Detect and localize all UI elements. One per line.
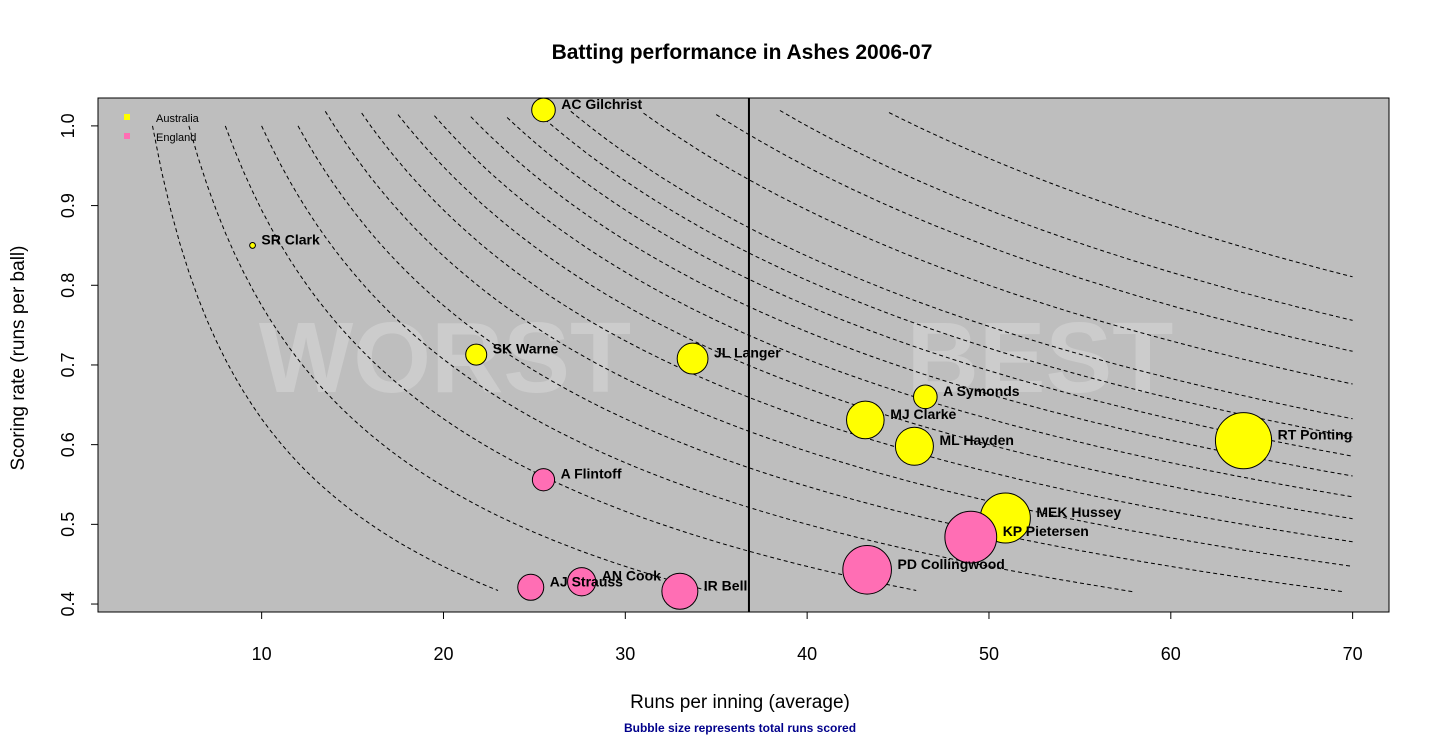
point-label: KP Pietersen	[1003, 523, 1089, 539]
y-tick-label: 1.0	[58, 113, 78, 138]
contour-line	[534, 109, 1353, 438]
x-axis: 10 20 30 40 50 60 70	[252, 611, 1363, 664]
contour-line	[224, 125, 917, 591]
point-a-symonds	[913, 384, 938, 410]
y-tick-label: 0.5	[58, 512, 78, 537]
point-label: IR Bell	[704, 577, 748, 593]
x-tick-label: 30	[615, 644, 635, 664]
point-label: AC Gilchrist	[561, 96, 642, 112]
point-labels: AC Gilchrist SR Clark SK Warne JL Langer A S…	[261, 96, 1352, 593]
point-a-flintoff	[531, 468, 556, 492]
point-kp-pietersen	[944, 510, 998, 564]
point-mj-clarke	[846, 400, 885, 440]
y-tick-label: 0.7	[58, 352, 78, 377]
chart-title: Batting performance in Ashes 2006-07	[552, 41, 933, 64]
point-ac-gilchrist	[531, 97, 556, 123]
point-pd-collingwood	[842, 544, 892, 595]
y-tick-label: 0.4	[58, 591, 78, 616]
contour-line	[888, 112, 1353, 278]
point-ir-bell	[661, 572, 699, 610]
watermark-worst: WORST	[259, 302, 631, 414]
contour-line	[506, 117, 1353, 457]
contour-line	[324, 111, 1353, 567]
point-label: SR Clark	[261, 231, 320, 247]
point-label: ML Hayden	[940, 432, 1014, 448]
y-tick-label: 0.6	[58, 432, 78, 457]
point-label: AN Cook	[602, 568, 661, 584]
x-tick-label: 40	[797, 644, 817, 664]
x-tick-label: 50	[979, 644, 999, 664]
x-tick-label: 70	[1343, 644, 1363, 664]
contour-line	[779, 110, 1353, 321]
x-tick-label: 10	[252, 644, 272, 664]
contour-line	[434, 115, 1353, 498]
data-points	[249, 97, 1273, 610]
point-label: A Symonds	[943, 383, 1020, 399]
legend-entry: England	[156, 132, 196, 144]
contour-line	[570, 110, 1353, 420]
point-sk-warne	[465, 343, 488, 366]
watermarks: WORST BEST	[259, 302, 1173, 414]
point-label: MJ Clarke	[890, 406, 956, 422]
plot-background	[97, 97, 1390, 613]
point-rt-ponting	[1214, 412, 1273, 470]
point-label: PD Collingwood	[898, 556, 1005, 572]
legend-swatch	[124, 133, 130, 139]
watermark-best: BEST	[907, 302, 1174, 414]
point-label: A Flintoff	[561, 466, 622, 482]
legend: Australia England	[124, 113, 200, 144]
point-an-cook	[567, 567, 597, 597]
point-label: RT Ponting	[1278, 427, 1353, 443]
legend-entry: Australia	[156, 113, 200, 125]
x-axis-label: Runs per inning (average)	[630, 692, 850, 713]
y-axis-label: Scoring rate (runs per ball)	[8, 246, 29, 471]
x-tick-label: 60	[1161, 644, 1181, 664]
contour-line	[470, 116, 1353, 477]
y-tick-label: 0.8	[58, 273, 78, 298]
contour-line	[152, 125, 499, 591]
point-ml-hayden	[894, 426, 934, 466]
point-label: AJ Strauss	[550, 573, 623, 589]
point-label: JL Langer	[714, 345, 781, 361]
contour-line	[297, 125, 1344, 593]
y-axis: 0.4 0.5 0.6 0.7 0.8 0.9 1.0	[58, 113, 99, 617]
point-jl-langer	[676, 342, 709, 375]
contour-line	[715, 114, 1353, 352]
x-tick-label: 20	[433, 644, 453, 664]
point-sr-clark	[249, 242, 256, 249]
bubble-size-note: Bubble size represents total runs scored	[624, 721, 856, 735]
contour-line	[188, 125, 708, 591]
point-label: SK Warne	[493, 341, 559, 357]
legend-swatch	[124, 114, 130, 120]
point-aj-strauss	[517, 573, 545, 601]
y-tick-label: 0.9	[58, 193, 78, 218]
point-label: MEK Hussey	[1036, 504, 1121, 520]
